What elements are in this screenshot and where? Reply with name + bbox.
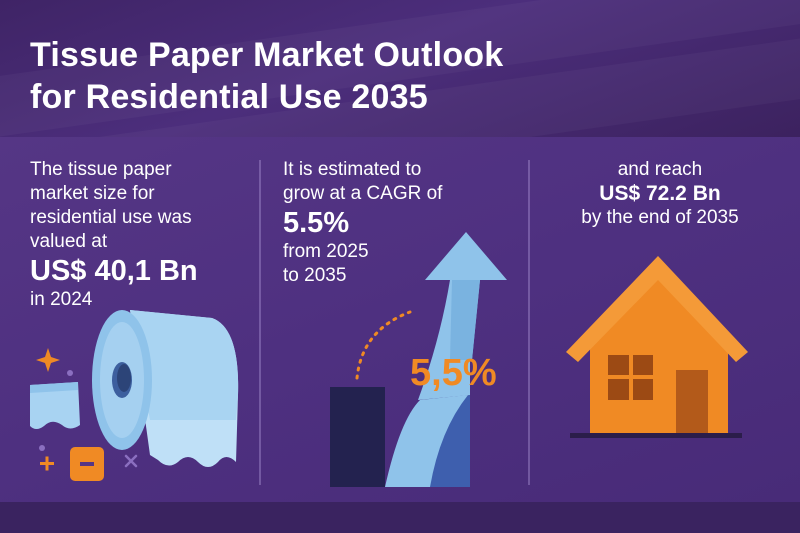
col2-line-1: It is estimated to (283, 159, 422, 180)
cagr-text: It is estimated to grow at a CAGR of 5.5… (283, 158, 513, 288)
plus-icon (40, 456, 54, 471)
col1-year: in 2024 (30, 289, 93, 310)
col2-line-2: grow at a CAGR of (283, 183, 443, 204)
page-title: Tissue Paper Market Outlook for Resident… (30, 34, 770, 118)
column-divider (528, 160, 530, 485)
col2-line-3: from 2025 (283, 241, 369, 262)
market-value-2035: US$ 72.2 Bn (599, 182, 721, 205)
cagr-value: 5.5% (283, 207, 350, 239)
header-banner: Tissue Paper Market Outlook for Resident… (0, 0, 800, 137)
dot-decoration (39, 445, 45, 451)
growth-chart-icon (330, 232, 507, 487)
footer-bar (0, 502, 800, 533)
col1-line-2: market size for (30, 183, 155, 204)
col3-line-1: and reach (617, 159, 703, 180)
col1-line-4: valued at (30, 231, 108, 252)
house-icon (566, 256, 748, 438)
dotted-arc (355, 310, 412, 380)
col2-line-4: to 2035 (283, 265, 347, 286)
minus-box-icon (70, 447, 104, 481)
col1-line-3: residential use was (30, 207, 192, 228)
col3-line-2: by the end of 2035 (581, 207, 739, 228)
title-line-2: for Residential Use 2035 (30, 78, 428, 116)
market-value-2024: US$ 40,1 Bn (30, 255, 198, 287)
sparkle-icon (36, 348, 60, 372)
toilet-paper-roll-icon (92, 310, 239, 467)
market-size-text: The tissue paper market size for residen… (30, 158, 260, 312)
close-icon (124, 454, 138, 468)
dot-decoration (67, 370, 73, 376)
title-line-1: Tissue Paper Market Outlook (30, 36, 504, 74)
col1-line-1: The tissue paper (30, 159, 172, 180)
tissue-sheet-icon (30, 382, 80, 429)
column-divider (259, 160, 261, 485)
forecast-text: and reach US$ 72.2 Bn by the end of 2035 (540, 158, 780, 230)
cagr-badge: 5,5% (410, 352, 497, 394)
